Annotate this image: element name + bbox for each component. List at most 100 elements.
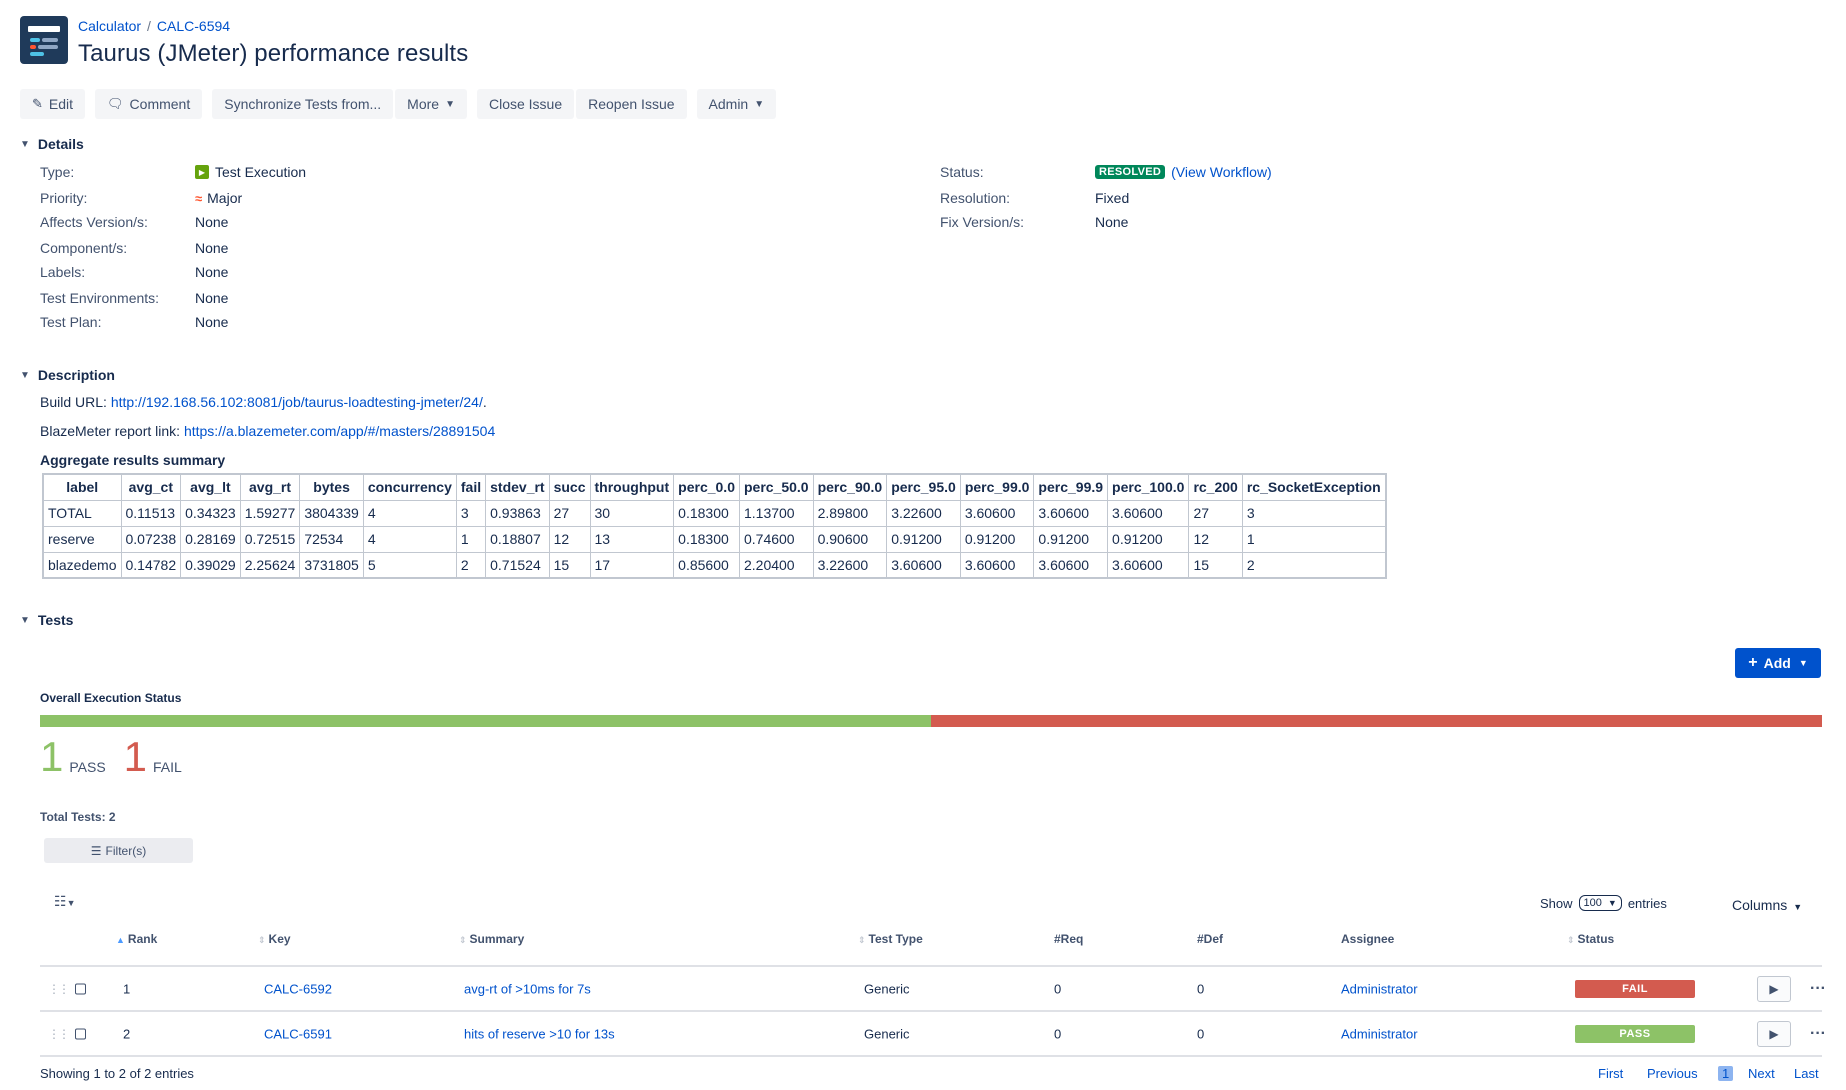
pagination-next[interactable]: Next	[1748, 1066, 1775, 1081]
aggregate-cell: 0.14782	[120, 551, 182, 579]
columns-label: Columns	[1732, 897, 1788, 913]
test-plan-value: None	[195, 314, 229, 330]
filters-button[interactable]: ☰ Filter(s)	[44, 838, 193, 863]
aggregate-cell: 0.85600	[673, 551, 740, 579]
aggregate-column-header: fail	[455, 473, 487, 501]
close-issue-button[interactable]: Close Issue	[476, 89, 575, 119]
aggregate-cell: 0.18807	[485, 525, 550, 553]
status-label: Status:	[940, 164, 984, 180]
entries-select[interactable]: 100 ▼	[1578, 895, 1622, 911]
more-button-label: More	[407, 96, 440, 112]
row-checkbox[interactable]	[75, 983, 86, 994]
affects-version-value: None	[195, 214, 229, 230]
row-checkbox[interactable]	[75, 1028, 86, 1039]
aggregate-cell: 3.60600	[1107, 499, 1190, 527]
columns-dropdown-button[interactable]: Columns ▼	[1732, 897, 1802, 913]
total-tests-count: Total Tests: 2	[40, 810, 116, 824]
drag-handle-icon[interactable]: ⋮⋮	[48, 1026, 70, 1041]
aggregate-cell: 0.71524	[485, 551, 550, 579]
aggregate-column-header: avg_lt	[180, 473, 241, 501]
description-section-toggle[interactable]: ▼ Description	[20, 367, 115, 383]
more-dropdown-button[interactable]: More ▼	[395, 89, 467, 119]
aggregate-cell: 1.13700	[738, 499, 814, 527]
blazemeter-label: BlazeMeter report link:	[40, 423, 181, 439]
breadcrumb-project-link[interactable]: Calculator	[78, 18, 142, 34]
add-test-button[interactable]: + Add ▼	[1735, 648, 1821, 678]
column-header-def: #Def	[1197, 932, 1223, 946]
chevron-down-icon: ▼	[20, 614, 30, 626]
aggregate-cell: 0.93863	[485, 499, 550, 527]
row-summary-link[interactable]: hits of reserve >10 for 13s	[464, 1026, 615, 1041]
row-key-link[interactable]: CALC-6591	[264, 1026, 332, 1041]
chevron-down-icon: ▼	[1793, 902, 1803, 912]
row-req-count: 0	[1054, 981, 1062, 996]
sort-icon: ⇕	[1567, 935, 1575, 945]
details-section-toggle[interactable]: ▼ Details	[20, 136, 84, 152]
row-summary-link[interactable]: avg-rt of >10ms for 7s	[464, 981, 591, 996]
aggregate-cell: 0.91200	[1107, 525, 1190, 553]
reopen-issue-button[interactable]: Reopen Issue	[576, 89, 687, 119]
column-header-test-type[interactable]: ⇕ Test Type	[858, 932, 923, 946]
aggregate-cell: 0.90600	[812, 525, 888, 553]
close-issue-label: Close Issue	[488, 96, 563, 112]
comment-icon: 🗨	[107, 96, 124, 111]
test-type-header-label: Test Type	[868, 932, 923, 946]
run-test-button[interactable]: ▶	[1757, 975, 1791, 1002]
run-test-button[interactable]: ▶	[1757, 1020, 1791, 1047]
aggregate-cell: 2.20400	[738, 551, 814, 579]
blazemeter-report-link[interactable]: https://a.blazemeter.com/app/#/masters/2…	[183, 423, 496, 439]
aggregate-column-header: perc_99.0	[959, 473, 1035, 501]
req-header-label: #Req	[1054, 932, 1084, 946]
admin-dropdown-button[interactable]: Admin ▼	[696, 89, 777, 119]
aggregate-cell: 0.91200	[886, 525, 961, 553]
edit-button-label: Edit	[48, 96, 74, 112]
aggregate-cell: blazedemo	[42, 551, 122, 579]
aggregate-cell: 3.60600	[1033, 551, 1109, 579]
type-value-text: Test Execution	[215, 164, 307, 180]
build-url-link[interactable]: http://192.168.56.102:8081/job/taurus-lo…	[110, 394, 483, 410]
row-key-link[interactable]: CALC-6592	[264, 981, 332, 996]
column-header-summary[interactable]: ⇕ Summary	[459, 932, 524, 946]
row-def-count: 0	[1197, 981, 1205, 996]
assignee-header-label: Assignee	[1341, 932, 1395, 946]
aggregate-cell: 0.91200	[959, 525, 1035, 553]
row-more-actions-icon[interactable]: ···	[1810, 979, 1826, 997]
row-assignee-link[interactable]: Administrator	[1341, 981, 1418, 996]
view-options-icon[interactable]: ☷▼	[54, 893, 76, 909]
aggregate-cell: 4	[362, 499, 457, 527]
drag-handle-icon[interactable]: ⋮⋮	[48, 981, 70, 996]
pagination-previous[interactable]: Previous	[1647, 1066, 1698, 1081]
pagination-first[interactable]: First	[1598, 1066, 1624, 1081]
column-header-rank[interactable]: ▲ Rank	[116, 932, 157, 946]
pagination-current-page[interactable]: 1	[1718, 1066, 1734, 1081]
view-workflow-link[interactable]: (View Workflow)	[1171, 164, 1272, 180]
table-divider	[40, 1010, 1822, 1012]
aggregate-cell: 0.72515	[239, 525, 301, 553]
aggregate-cell: 3.22600	[886, 499, 961, 527]
pagination-last[interactable]: Last	[1794, 1066, 1819, 1081]
breadcrumb-issue-link[interactable]: CALC-6594	[156, 18, 231, 34]
aggregate-cell: 2	[455, 551, 487, 579]
column-header-status[interactable]: ⇕ Status	[1567, 932, 1614, 946]
test-execution-icon: ▶	[195, 165, 209, 179]
synchronize-tests-button[interactable]: Synchronize Tests from...	[212, 89, 394, 119]
pencil-icon: ✎	[32, 96, 43, 111]
sort-icon: ⇕	[858, 935, 866, 945]
column-header-key[interactable]: ⇕ Key	[258, 932, 291, 946]
row-test-type: Generic	[864, 981, 910, 996]
row-assignee-link[interactable]: Administrator	[1341, 1026, 1418, 1041]
tests-section-toggle[interactable]: ▼ Tests	[20, 612, 73, 628]
aggregate-cell: TOTAL	[42, 499, 122, 527]
comment-button[interactable]: 🗨 Comment	[95, 89, 203, 119]
project-avatar-icon[interactable]	[20, 16, 68, 64]
aggregate-cell: 1	[1241, 525, 1387, 553]
fail-count-label: FAIL	[153, 759, 182, 775]
priority-value: ≈ Major	[195, 190, 242, 206]
table-row: ⋮⋮ 2 CALC-6591 hits of reserve >10 for 1…	[40, 1012, 1826, 1055]
aggregate-cell: 3.60600	[886, 551, 961, 579]
type-value: ▶ Test Execution	[195, 164, 306, 180]
row-more-actions-icon[interactable]: ···	[1810, 1024, 1826, 1042]
show-entries-control: Show 100 ▼ entries	[1540, 895, 1667, 911]
edit-button[interactable]: ✎ Edit	[20, 89, 86, 119]
aggregate-cell: 3.60600	[1033, 499, 1109, 527]
